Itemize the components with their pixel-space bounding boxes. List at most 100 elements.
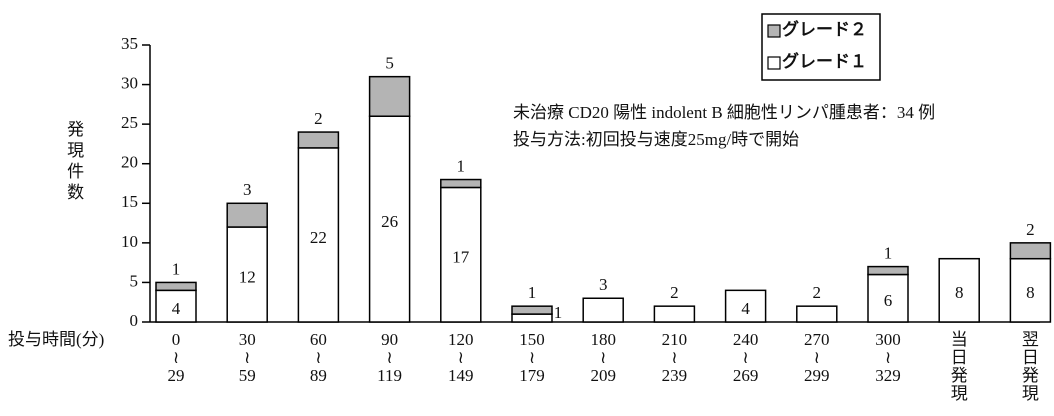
x-tick-label: 60 [310,330,327,349]
bar-segment [440,178,482,189]
legend-label: グレード２ [782,19,867,39]
x-tick-label: ≀ [244,348,250,367]
x-tick-label: 当 [951,330,968,349]
x-tick-label: 270 [804,330,830,349]
x-tick-label: 30 [239,330,256,349]
x-tick-label: 180 [590,330,616,349]
bar-segment [440,186,482,323]
bar-segment [226,202,268,228]
value-label: 8 [955,283,964,302]
value-label: 4 [741,299,750,318]
value-label: 2 [314,109,323,128]
x-tick-label: ≀ [315,348,321,367]
value-label: 17 [452,248,470,267]
annotation: 未治療 CD20 陽性 indolent B 細胞性リンパ腫患者：34 例 [513,103,935,122]
x-tick-label: 29 [168,366,185,385]
y-tick-label: 30 [121,73,138,92]
x-tick-label: 翌 [1022,330,1039,349]
x-tick-label: 210 [662,330,688,349]
value-label: 2 [1026,220,1035,239]
annotation: 投与方法:初回投与速度25mg/時で開始 [513,130,799,149]
bar-segment [796,305,838,323]
value-label: 3 [599,275,608,294]
y-tick-label: 20 [121,153,138,172]
value-label: 1 [457,156,466,175]
x-tick-label: ≀ [742,348,748,367]
value-label: 1 [172,259,181,278]
legend-swatch [767,24,781,38]
bar-segment [226,226,268,323]
legend-swatch [767,56,781,70]
x-tick-label: 240 [733,330,759,349]
bar-segment [368,75,411,117]
bar-segment [368,115,411,323]
x-tick-label: 239 [662,366,688,385]
bar-segment [724,289,767,323]
bar-segment [297,131,340,149]
y-tick-label: 35 [121,34,138,53]
bar-segment [938,257,980,323]
value-label: 2 [813,283,822,302]
value-label: 1 [554,303,563,322]
value-label: 1 [884,244,893,263]
y-tick-label: 0 [130,311,139,330]
x-tick-label: ≀ [814,348,820,367]
value-label: 2 [670,283,679,302]
x-tick-label: 300 [875,330,901,349]
bar-segment [1009,257,1052,323]
x-tick-label: ≀ [173,348,179,367]
x-tick-label: 発 [951,366,968,385]
y-tick-label: 10 [121,232,138,251]
x-tick-label: ≀ [885,348,891,367]
x-tick-label: ≀ [671,348,677,367]
x-tick-label: ≀ [529,348,535,367]
bar-segment [511,313,553,323]
y-axis-label: 発現件数 [64,120,84,204]
bar-segment [653,305,696,323]
x-tick-label: 日 [951,348,968,367]
x-tick-label: 120 [448,330,474,349]
x-tick-label: 日 [1022,348,1039,367]
y-tick-label: 15 [121,192,138,211]
x-tick-label: 現 [1022,384,1039,403]
value-label: 8 [1026,283,1035,302]
y-tick-label: 25 [121,113,138,132]
legend-box [761,13,881,81]
x-tick-label: 150 [519,330,545,349]
bar-segment [867,273,909,323]
x-tick-label: 発 [1022,366,1039,385]
x-tick-label: 269 [733,366,759,385]
value-label: 26 [381,212,398,231]
bar-segment [582,297,624,323]
x-tick-label: 329 [875,366,901,385]
bar-segment [511,305,553,315]
x-tick-label: 59 [239,366,256,385]
x-tick-label: ≀ [386,348,392,367]
x-tick-label: 現 [951,384,968,403]
x-tick-label: ≀ [458,348,464,367]
value-label: 6 [884,291,893,310]
legend-label: グレード１ [782,51,867,71]
bar-segment [867,265,909,276]
x-tick-label: 119 [377,366,402,385]
value-label: 1 [528,283,537,302]
x-tick-label: 179 [519,366,545,385]
x-axis-label: 投与時間(分) [8,330,104,349]
x-tick-label: 90 [381,330,398,349]
value-label: 22 [310,228,327,247]
x-tick-label: ≀ [600,348,606,367]
bar-segment [155,281,197,292]
value-label: 4 [172,299,181,318]
x-tick-label: 209 [590,366,616,385]
x-tick-label: 0 [172,330,181,349]
x-tick-label: 299 [804,366,830,385]
x-tick-label: 89 [310,366,327,385]
value-label: 12 [239,267,256,286]
bar-segment [297,147,340,323]
bar-segment [1009,242,1052,260]
x-tick-label: 149 [448,366,474,385]
y-tick-label: 5 [130,271,139,290]
value-label: 5 [385,54,394,73]
value-label: 3 [243,180,252,199]
